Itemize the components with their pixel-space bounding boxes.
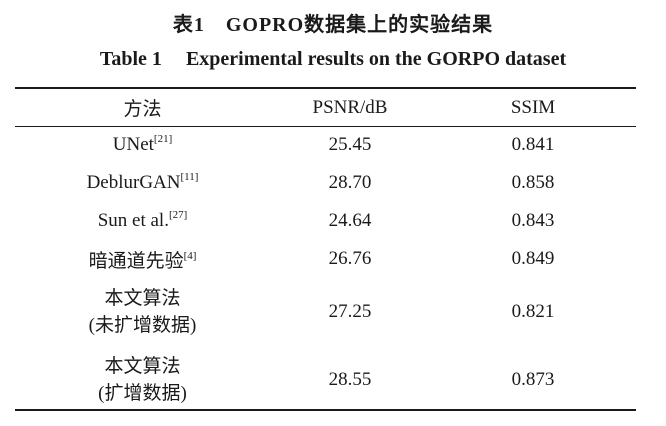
bottom-rule [15, 409, 636, 411]
ssim-cell: 0.821 [511, 301, 555, 322]
table-row: 本文算法 (扩增数据) 28.55 0.873 [15, 346, 636, 414]
psnr-cell: 28.55 [328, 369, 372, 390]
table-caption: Experimental results on the GORPO datase… [185, 48, 567, 70]
citation: [4] [183, 249, 197, 262]
ssim-cell: 0.858 [511, 172, 555, 193]
table-row: DeblurGAN[11] 28.70 0.858 [15, 164, 636, 202]
top-rule [15, 87, 636, 89]
header-method: 方法 [123, 99, 162, 120]
table-row: 暗通道先验[4] 26.76 0.849 [15, 240, 636, 278]
method-cell: 本文算法 (扩增数据) [98, 356, 187, 404]
table-number: Table 1 [99, 48, 162, 70]
results-table: 方法 PSNR/dB SSIM UNet[21] 25.45 0.841 Deb… [15, 89, 636, 414]
ssim-cell: 0.873 [511, 369, 555, 390]
psnr-cell: 24.64 [328, 210, 372, 231]
method-cell: 本文算法 (未扩增数据) [88, 288, 197, 336]
citation: [11] [180, 171, 199, 183]
table-row: UNet[21] 25.45 0.841 [15, 126, 636, 164]
psnr-cell: 26.76 [328, 248, 372, 269]
header-ssim: SSIM [510, 96, 556, 118]
ssim-cell: 0.849 [511, 248, 555, 269]
ssim-cell: 0.843 [511, 210, 555, 231]
table-row: 本文算法 (未扩增数据) 27.25 0.821 [15, 278, 636, 346]
table-title-chinese: 表1 GOPRO数据集上的实验结果 [172, 14, 494, 36]
ssim-cell: 0.841 [511, 134, 555, 155]
method-cell: 暗通道先验[4] [88, 249, 197, 272]
table-row: Sun et al.[27] 24.64 0.843 [15, 202, 636, 240]
method-cell: DeblurGAN[11] [86, 171, 199, 194]
header-rule [15, 126, 636, 127]
psnr-cell: 25.45 [328, 134, 372, 155]
citation: [21] [153, 133, 173, 145]
method-cell: Sun et al.[27] [97, 209, 188, 232]
header-row: 方法 PSNR/dB SSIM [15, 89, 636, 126]
psnr-cell: 27.25 [328, 301, 372, 322]
table-title-english: Table 1 Experimental results on the GORPO… [0, 48, 666, 71]
method-cell: UNet[21] [112, 133, 173, 156]
citation: [27] [168, 209, 188, 221]
psnr-cell: 28.70 [328, 172, 372, 193]
header-psnr: PSNR/dB [312, 96, 388, 118]
